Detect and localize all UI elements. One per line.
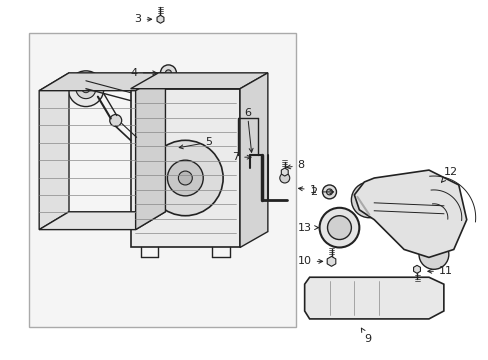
Text: 3: 3 xyxy=(134,14,151,24)
Polygon shape xyxy=(240,73,267,247)
Polygon shape xyxy=(354,170,466,257)
Polygon shape xyxy=(130,73,267,89)
Text: 4: 4 xyxy=(130,68,156,78)
Polygon shape xyxy=(281,168,287,176)
Polygon shape xyxy=(39,212,165,230)
Text: 2: 2 xyxy=(309,187,333,197)
Circle shape xyxy=(307,285,331,309)
Circle shape xyxy=(322,185,336,199)
Polygon shape xyxy=(413,265,420,273)
Text: 11: 11 xyxy=(427,266,452,276)
Bar xyxy=(428,282,438,312)
Circle shape xyxy=(279,173,289,183)
Circle shape xyxy=(366,278,371,284)
Polygon shape xyxy=(326,256,335,266)
Circle shape xyxy=(319,208,359,247)
Circle shape xyxy=(167,160,203,196)
Circle shape xyxy=(178,171,192,185)
Circle shape xyxy=(165,70,171,76)
Text: 7: 7 xyxy=(232,152,250,162)
Circle shape xyxy=(327,216,351,239)
Polygon shape xyxy=(157,15,163,23)
Polygon shape xyxy=(304,277,443,319)
Bar xyxy=(29,33,295,327)
Polygon shape xyxy=(39,73,165,91)
Circle shape xyxy=(351,182,386,218)
Circle shape xyxy=(109,114,122,126)
Circle shape xyxy=(390,278,396,284)
Text: 5: 5 xyxy=(179,137,212,149)
Circle shape xyxy=(68,71,103,107)
Text: 1: 1 xyxy=(298,185,316,195)
Circle shape xyxy=(76,79,96,99)
Circle shape xyxy=(147,140,223,216)
Polygon shape xyxy=(135,73,165,230)
Text: 8: 8 xyxy=(286,160,304,170)
Bar xyxy=(130,89,240,247)
Polygon shape xyxy=(39,73,69,230)
Circle shape xyxy=(82,85,90,93)
Text: 12: 12 xyxy=(441,167,457,182)
Circle shape xyxy=(341,278,346,284)
Circle shape xyxy=(359,190,379,210)
Text: 6: 6 xyxy=(244,108,251,117)
Text: 9: 9 xyxy=(361,328,371,344)
Circle shape xyxy=(314,292,324,302)
Circle shape xyxy=(418,239,448,269)
Circle shape xyxy=(160,65,176,81)
Circle shape xyxy=(326,189,332,195)
Text: 13: 13 xyxy=(297,222,318,233)
Text: 10: 10 xyxy=(297,256,322,266)
